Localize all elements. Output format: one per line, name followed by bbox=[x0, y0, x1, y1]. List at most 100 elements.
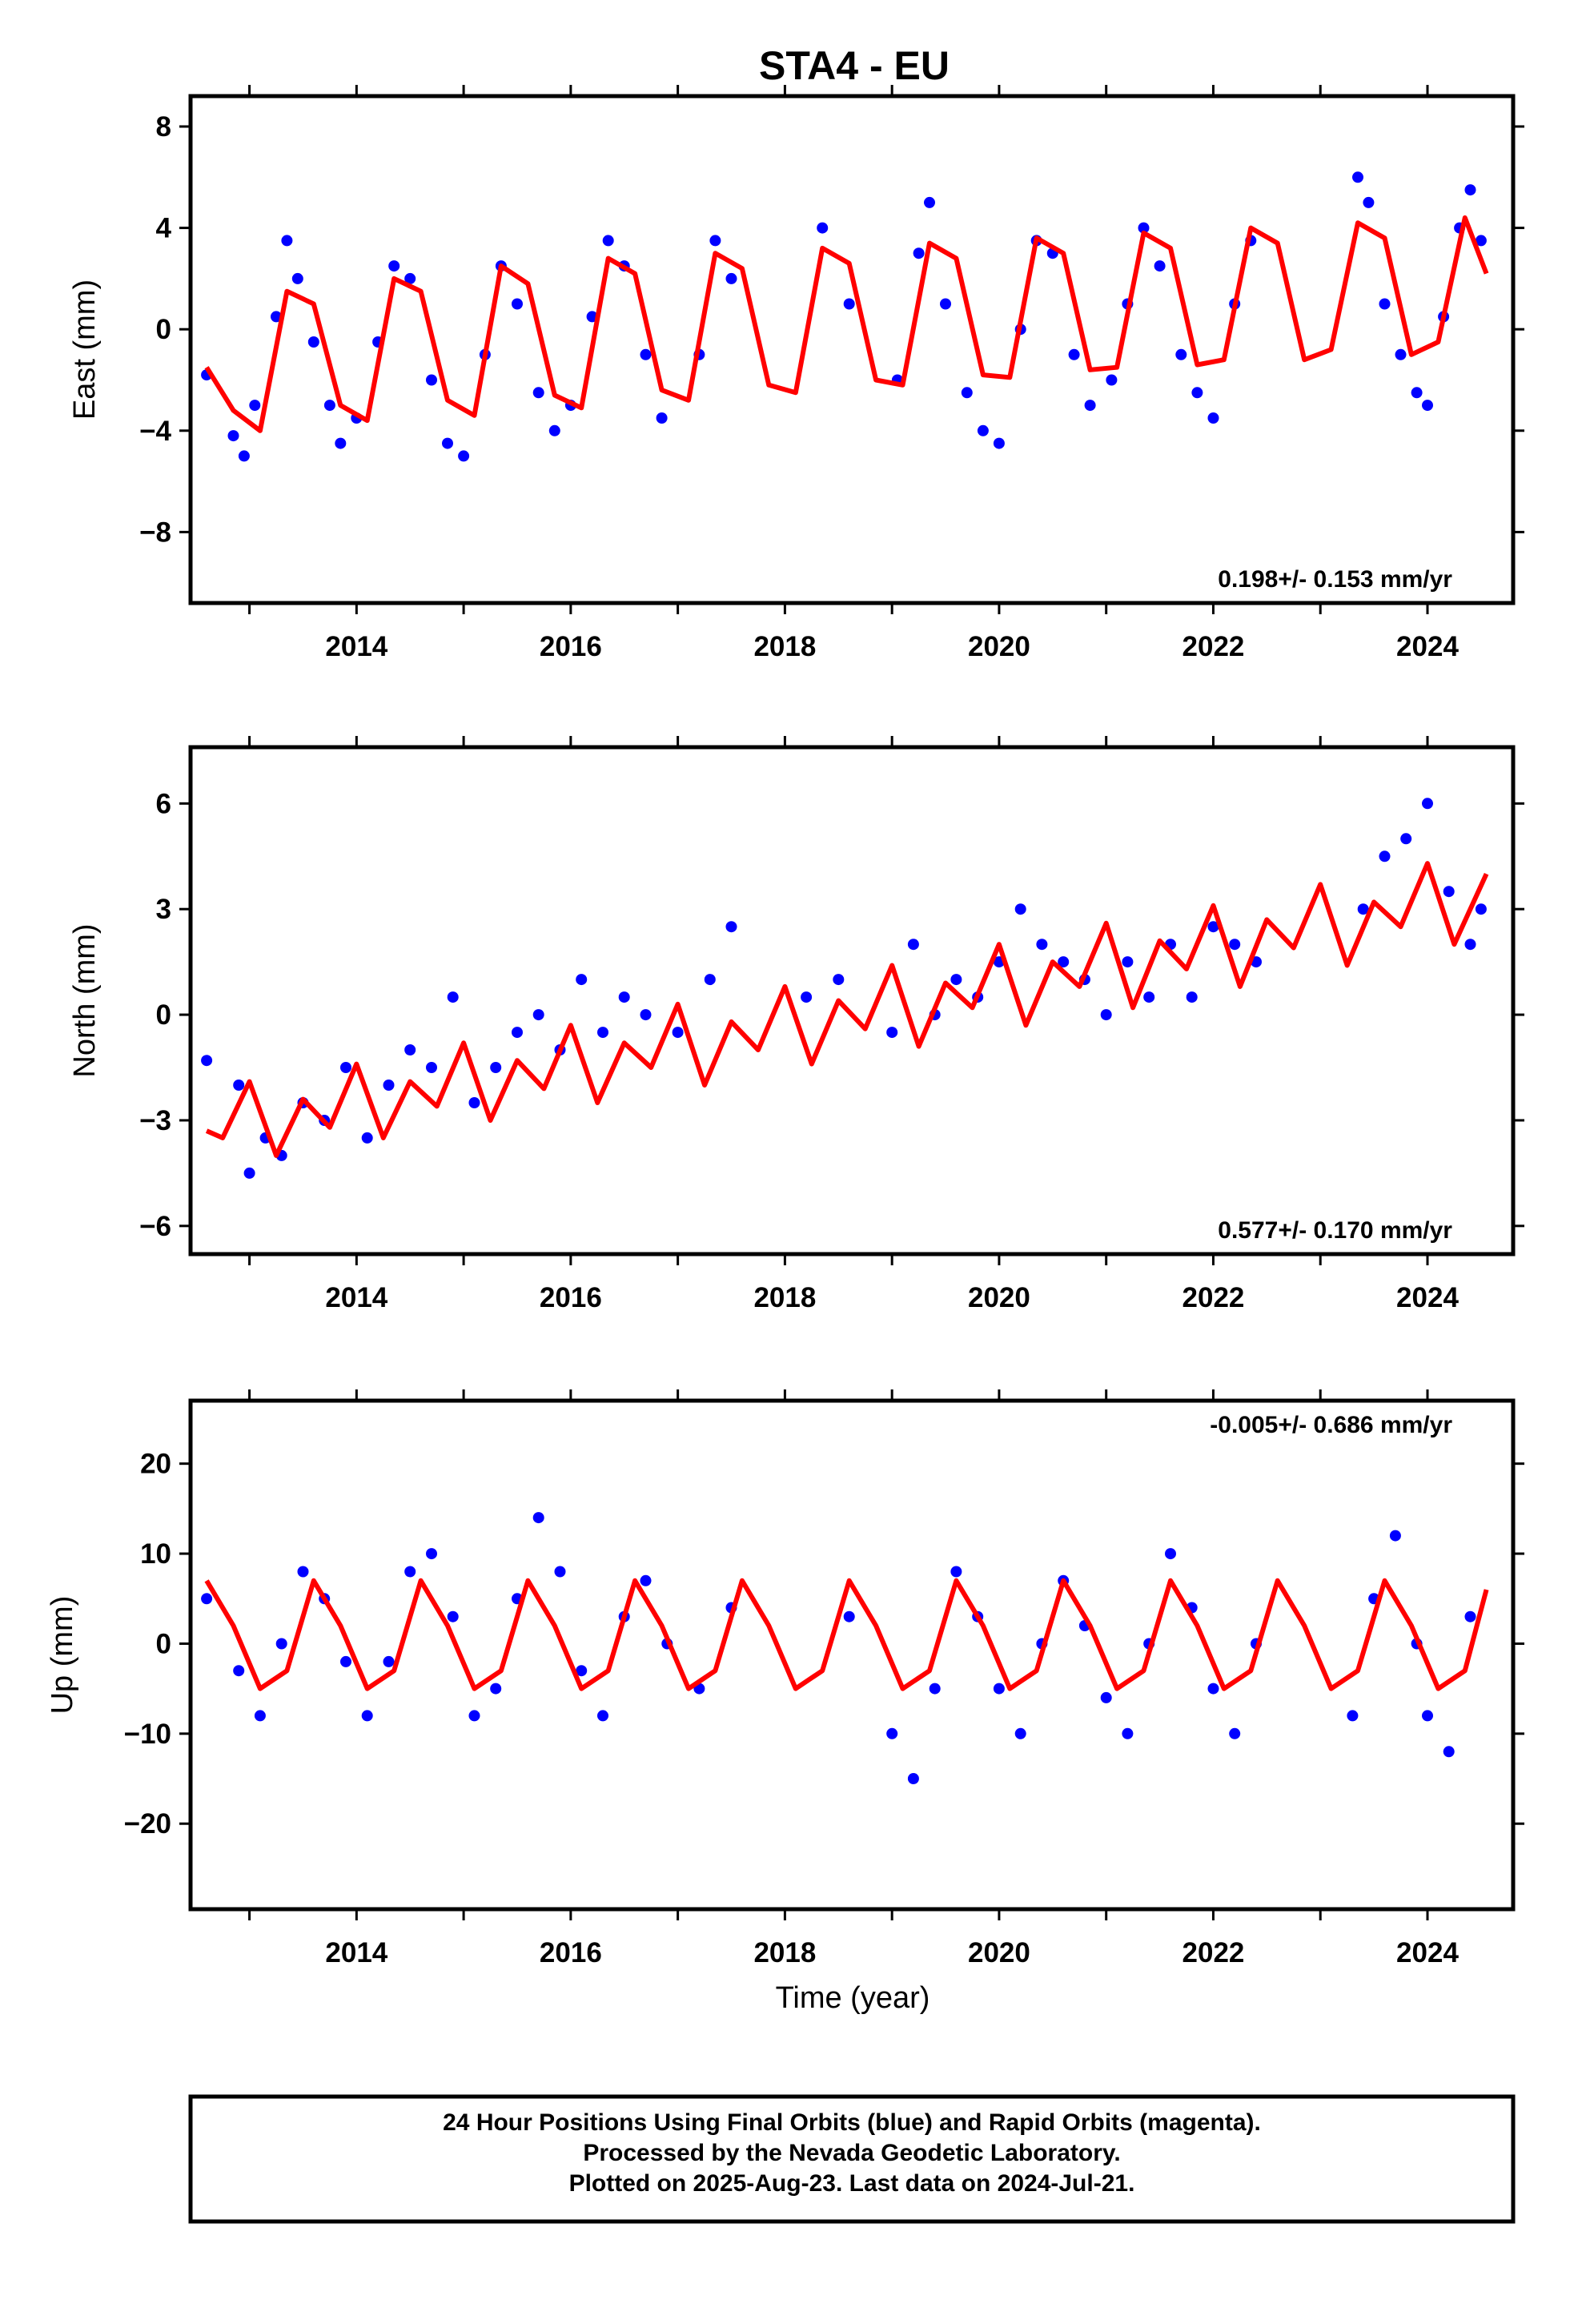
up-fit-line bbox=[204, 1578, 1489, 1691]
x-tick-label: 2018 bbox=[753, 631, 816, 662]
data-point bbox=[1100, 1691, 1112, 1703]
data-point bbox=[383, 1655, 395, 1667]
data-point bbox=[1400, 833, 1412, 845]
x-tick-label: 2024 bbox=[1396, 1937, 1459, 1968]
data-point bbox=[977, 424, 989, 436]
y-tick-label: 0 bbox=[156, 999, 171, 1031]
data-point bbox=[388, 260, 400, 272]
data-point bbox=[1363, 196, 1375, 208]
data-point bbox=[576, 1665, 588, 1677]
data-point bbox=[1175, 348, 1187, 360]
data-point bbox=[1122, 956, 1134, 968]
data-point bbox=[1357, 903, 1369, 915]
data-point bbox=[602, 235, 614, 247]
data-point bbox=[201, 1593, 213, 1605]
north-panel: 6 3 0 −3 −6 2014 2016 2018 2020 2022 2024 North (mm… bbox=[68, 736, 1524, 1313]
footer-line-2: Processed by the Nevada Geodetic Laborat… bbox=[583, 2140, 1120, 2166]
data-point bbox=[1395, 348, 1407, 360]
y-tick-label: −4 bbox=[139, 416, 171, 447]
data-point bbox=[532, 387, 544, 399]
data-point bbox=[725, 921, 737, 933]
data-point bbox=[640, 348, 652, 360]
data-point bbox=[950, 1566, 962, 1578]
footer-line-3: Plotted on 2025-Aug-23. Last data on 202… bbox=[569, 2170, 1135, 2197]
y-tick-label: −6 bbox=[139, 1211, 171, 1242]
north-fit-line bbox=[205, 861, 1489, 1158]
y-tick-label: 0 bbox=[156, 314, 171, 345]
data-point bbox=[404, 1044, 416, 1055]
data-point bbox=[281, 235, 293, 247]
data-point bbox=[1229, 939, 1241, 951]
data-point bbox=[907, 1773, 919, 1784]
data-point bbox=[1058, 956, 1070, 968]
east-rate-label: 0.198+/- 0.153 mm/yr bbox=[1218, 566, 1452, 593]
east-frame bbox=[188, 94, 1516, 605]
data-point bbox=[254, 1710, 266, 1722]
data-point bbox=[458, 450, 470, 462]
data-point bbox=[233, 1080, 245, 1091]
data-point bbox=[1036, 939, 1048, 951]
data-point bbox=[468, 1097, 480, 1108]
data-point bbox=[1106, 374, 1118, 386]
data-point bbox=[1443, 886, 1455, 898]
data-point bbox=[554, 1566, 566, 1578]
data-point bbox=[1464, 184, 1476, 196]
data-point bbox=[1422, 1710, 1433, 1722]
data-point bbox=[532, 1009, 544, 1021]
data-point bbox=[709, 235, 721, 247]
x-tick-label: 2022 bbox=[1182, 1282, 1245, 1313]
data-point bbox=[886, 1727, 898, 1739]
data-point bbox=[1207, 412, 1219, 424]
x-tick-label: 2014 bbox=[325, 1937, 387, 1968]
data-point bbox=[640, 1009, 652, 1021]
data-point bbox=[704, 974, 716, 986]
data-point bbox=[404, 1566, 416, 1578]
data-point bbox=[426, 374, 437, 386]
x-tick-label: 2016 bbox=[540, 1282, 602, 1313]
data-point bbox=[1347, 1710, 1359, 1722]
data-point bbox=[383, 1080, 395, 1091]
data-point bbox=[1143, 991, 1155, 1003]
data-point bbox=[447, 991, 459, 1003]
data-point bbox=[950, 974, 962, 986]
data-point bbox=[1191, 387, 1203, 399]
data-point bbox=[512, 298, 523, 310]
x-tick-label: 2024 bbox=[1396, 631, 1459, 662]
data-point bbox=[1068, 348, 1080, 360]
data-point bbox=[323, 400, 335, 412]
data-point bbox=[335, 437, 347, 449]
data-point bbox=[1464, 939, 1476, 951]
data-point bbox=[1379, 298, 1391, 310]
data-point bbox=[275, 1638, 287, 1650]
east-fit-line bbox=[204, 215, 1489, 433]
data-point bbox=[1100, 1009, 1112, 1021]
data-point bbox=[940, 298, 951, 310]
x-tick-label: 2014 bbox=[325, 631, 387, 662]
up-y-axis-label: Up (mm) bbox=[46, 1596, 79, 1715]
data-point bbox=[1389, 1530, 1401, 1542]
data-point bbox=[442, 437, 453, 449]
x-tick-label: 2022 bbox=[1182, 631, 1245, 662]
x-tick-label: 2022 bbox=[1182, 1937, 1245, 1968]
y-tick-label: 0 bbox=[156, 1628, 171, 1659]
data-point bbox=[361, 1132, 373, 1144]
data-point bbox=[961, 387, 973, 399]
data-point bbox=[843, 298, 855, 310]
data-point bbox=[640, 1574, 652, 1586]
data-point bbox=[468, 1710, 480, 1722]
data-point bbox=[1207, 921, 1219, 933]
data-point bbox=[340, 1062, 351, 1073]
y-tick-label: 6 bbox=[156, 788, 171, 819]
data-point bbox=[201, 1055, 213, 1067]
figure-title: STA4 - EU bbox=[759, 43, 950, 88]
data-point bbox=[1165, 1548, 1176, 1560]
x-tick-label: 2020 bbox=[968, 1282, 1030, 1313]
data-point bbox=[1014, 903, 1026, 915]
data-point bbox=[297, 1566, 309, 1578]
y-tick-label: 4 bbox=[156, 213, 172, 244]
data-point bbox=[929, 1683, 941, 1695]
data-point bbox=[291, 272, 303, 284]
data-point bbox=[361, 1710, 373, 1722]
data-point bbox=[404, 272, 416, 284]
data-point bbox=[271, 311, 282, 323]
